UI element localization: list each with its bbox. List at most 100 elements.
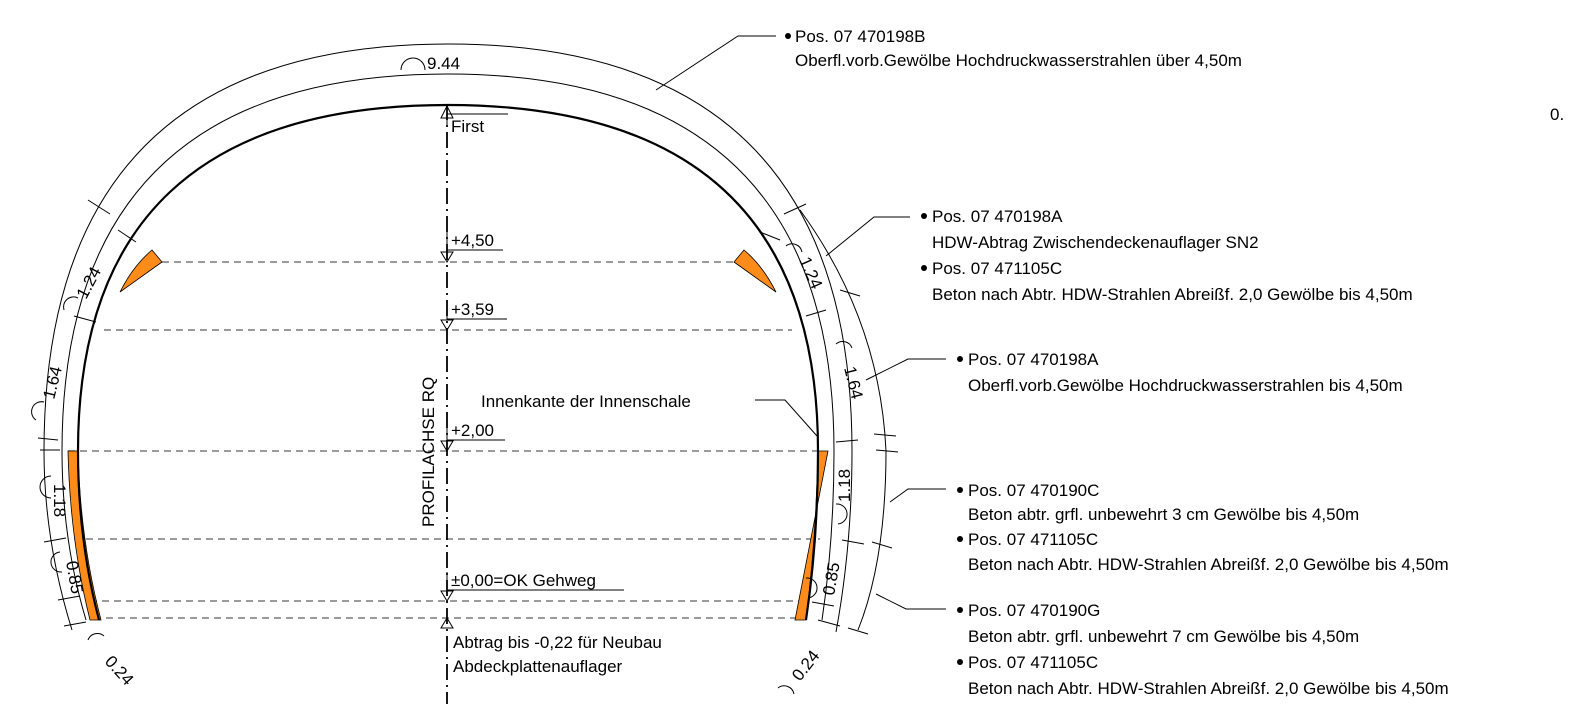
bullet	[957, 487, 963, 493]
bullet	[921, 265, 927, 271]
tick	[759, 231, 781, 241]
callout-4-leader	[889, 488, 946, 503]
level-label-450: +4,50	[451, 231, 494, 250]
arc-length-top: 9.44	[427, 54, 460, 73]
callout-4a-text: Beton abtr. grfl. unbewehrt 3 cm Gewölbe…	[968, 505, 1359, 524]
marker-abtrag	[440, 617, 454, 629]
callout-4b-text: Beton nach Abtr. HDW-Strahlen Abreißf. 2…	[968, 555, 1449, 574]
arc-length-symbols	[31, 57, 853, 695]
tick	[839, 289, 861, 297]
removal-areas	[67, 249, 829, 621]
tick	[57, 595, 81, 601]
callout-2b-text: Beton nach Abtr. HDW-Strahlen Abreißf. 2…	[932, 285, 1413, 304]
inner-edge-label: Innenkante der Innenschale	[481, 392, 691, 411]
arc-symbol	[87, 632, 105, 641]
callout-1-pos: Pos. 07 470198B	[795, 27, 925, 46]
level-label-359: +3,59	[451, 300, 494, 319]
axis-label: PROFILACHSE RQ	[419, 377, 438, 527]
arc-symbol	[835, 340, 853, 349]
arc-length-right-118: 1.18	[835, 469, 854, 502]
dimension-arcs	[43, 43, 887, 633]
bullet	[957, 659, 963, 665]
callout-4a-pos: Pos. 07 470190C	[968, 481, 1099, 500]
arc-length-right-024: 0.24	[788, 647, 823, 685]
level-label-first: First	[451, 117, 484, 136]
marker-450	[440, 232, 503, 263]
removal-area-lower-left	[67, 450, 102, 621]
tick	[873, 433, 897, 437]
marker-200	[440, 420, 505, 452]
bullet	[957, 536, 963, 542]
tick	[37, 437, 59, 441]
tick	[783, 203, 807, 215]
inner-edge-leader	[755, 399, 818, 437]
callout-3-leader	[865, 358, 946, 381]
arc-length-left-024: 0.24	[101, 652, 137, 689]
callout-bullets	[785, 33, 963, 665]
arc-symbol	[63, 296, 79, 311]
dimension-arc-outer	[43, 43, 853, 633]
tick	[43, 537, 67, 543]
bullet	[957, 356, 963, 362]
tick	[847, 627, 869, 635]
removal-area-upper-left	[119, 249, 163, 293]
callout-5-leader	[875, 593, 946, 610]
bullet	[957, 607, 963, 613]
arc-symbol	[777, 685, 795, 695]
tick	[63, 621, 87, 627]
arc-symbol	[835, 503, 848, 525]
first-marker	[440, 104, 508, 126]
callout-2-leader	[825, 216, 910, 257]
dimension-arc-inner	[61, 73, 835, 621]
callout-2b-pos: Pos. 07 471105C	[932, 259, 1062, 278]
tick	[87, 199, 111, 215]
callout-2a-text: HDW-Abtrag Zwischendeckenauflager SN2	[932, 233, 1259, 252]
cut-off-label: 0.	[1550, 105, 1564, 124]
callout-leaders	[655, 35, 946, 610]
inner-edge-arch	[76, 103, 820, 621]
tick	[817, 619, 841, 627]
arc-length-left-164: 1.64	[39, 364, 65, 401]
callout-4b-pos: Pos. 07 471105C	[968, 530, 1098, 549]
callout-5a-pos: Pos. 07 470190G	[968, 601, 1100, 620]
tick	[871, 541, 893, 549]
callout-1-leader	[655, 35, 776, 91]
arc-symbol	[805, 577, 818, 599]
arc-symbol	[50, 551, 63, 573]
tick	[73, 315, 97, 323]
marker-gehweg	[440, 572, 624, 602]
callout-1-text: Oberfl.vorb.Gewölbe Hochdruckwasserstrah…	[795, 51, 1242, 70]
tick	[811, 601, 835, 607]
level-markers	[440, 104, 624, 629]
tick	[875, 449, 899, 453]
arc-symbol	[31, 401, 45, 421]
marker-359	[440, 302, 507, 331]
callout-5a-text: Beton abtr. grfl. unbewehrt 7 cm Gewölbe…	[968, 627, 1359, 646]
dimension-ticks	[37, 199, 899, 635]
bullet	[921, 213, 927, 219]
bullet	[785, 33, 791, 39]
callout-5b-text: Beton nach Abtr. HDW-Strahlen Abreißf. 2…	[968, 679, 1449, 698]
callout-3-text: Oberfl.vorb.Gewölbe Hochdruckwasserstrah…	[968, 376, 1403, 395]
arc-symbol	[39, 475, 52, 499]
level-label-abtrag-2: Abdeckplattenauflager	[453, 657, 623, 676]
callout-2a-pos: Pos. 07 470198A	[932, 207, 1063, 226]
arc-length-right-085: 0.85	[819, 561, 843, 597]
callout-5b-pos: Pos. 07 471105C	[968, 653, 1098, 672]
arc-symbol	[400, 57, 426, 71]
arc-length-left-118: 1.18	[50, 484, 69, 517]
level-label-200: +2,00	[451, 421, 494, 440]
callout-3-pos: Pos. 07 470198A	[968, 350, 1099, 369]
tick	[805, 309, 827, 317]
arc-symbol	[785, 243, 803, 253]
dimension-arc-right-outer	[799, 209, 887, 631]
removal-area-upper-right	[733, 249, 777, 293]
arc-length-right-164: 1.64	[840, 364, 866, 401]
level-label-abtrag-1: Abtrag bis -0,22 für Neubau	[453, 633, 662, 652]
tick	[835, 439, 859, 443]
tick	[117, 229, 137, 243]
level-lines	[68, 261, 822, 619]
arc-length-left-124: 1.24	[73, 264, 105, 302]
level-label-gehweg: ±0,00=OK Gehweg	[451, 571, 596, 590]
